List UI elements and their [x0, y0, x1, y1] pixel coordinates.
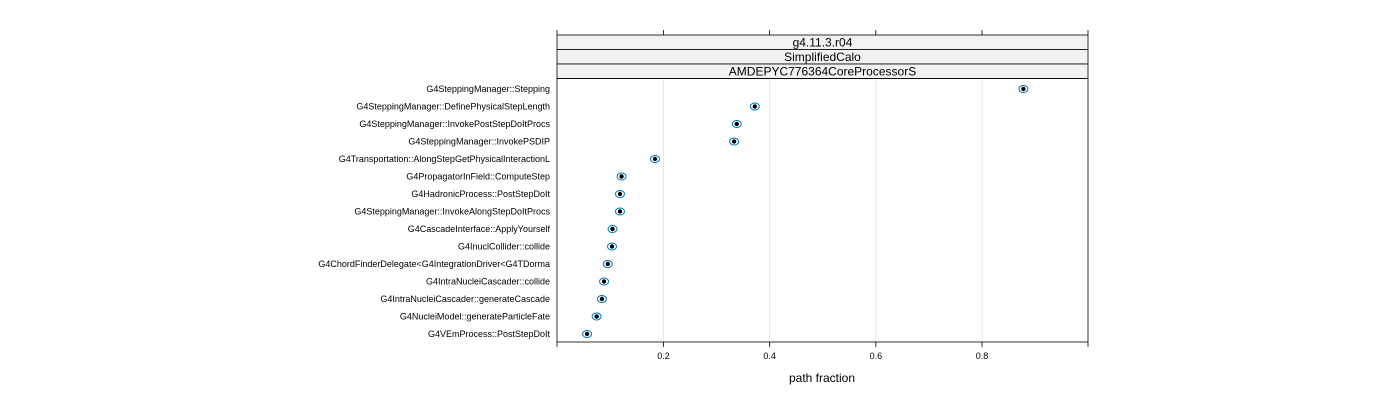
point-6 [617, 191, 623, 197]
x-tick-label-2: 0.6 [870, 351, 883, 361]
category-label-1: G4SteppingManager::DefinePhysicalStepLen… [356, 102, 550, 112]
point-8 [610, 226, 615, 232]
point-ring-10 [602, 260, 613, 268]
point-ring-6 [614, 190, 625, 198]
point-9 [609, 244, 615, 249]
category-label-9: G4InuclCollider::collide [458, 242, 550, 252]
point-ring-1 [749, 102, 760, 111]
category-label-0: G4SteppingManager::Stepping [426, 84, 550, 94]
strip-1-label: SimplifiedCalo [784, 50, 861, 64]
category-label-13: G4NucleiModel::generateParticleFate [400, 312, 550, 322]
point-ring-0 [1018, 85, 1029, 93]
x-axis-ticks: 0.2 0.4 0.6 0.8 [556, 30, 1089, 361]
point-14 [584, 331, 590, 337]
grid-lines [663, 78, 983, 342]
point-7 [617, 209, 623, 214]
point-1 [752, 104, 758, 109]
category-label-2: G4SteppingManager::InvokePostStepDoItPro… [359, 119, 550, 129]
x-tick-label-1: 0.4 [763, 351, 776, 361]
point-ring-11 [599, 277, 610, 286]
point-2 [734, 121, 739, 127]
point-ring-7 [614, 207, 625, 216]
point-ring-9 [607, 242, 618, 251]
category-label-6: G4HadronicProcess::PostStepDoIt [411, 189, 550, 199]
category-label-7: G4SteppingManager::InvokeAlongStepDoItPr… [354, 207, 550, 217]
point-10 [605, 261, 610, 267]
point-ring-8 [607, 225, 618, 233]
point-ring-12 [596, 295, 607, 303]
point-ring-3 [729, 137, 740, 146]
strip-2-label: AMDEPYC776364CoreProcessorS [729, 65, 916, 79]
point-0 [1021, 86, 1026, 92]
point-3 [731, 139, 737, 144]
panel [556, 78, 1089, 343]
point-ring-5 [616, 172, 627, 181]
data-points [582, 85, 1029, 338]
point-ring-2 [731, 120, 742, 128]
point-ring-14 [582, 330, 593, 338]
category-label-11: G4IntraNucleiCascader::collide [426, 277, 550, 287]
category-label-12: G4IntraNucleiCascader::generateCascade [380, 294, 550, 304]
category-label-14: G4VEmProcess::PostStepDoIt [428, 329, 551, 339]
category-labels: G4SteppingManager::SteppingG4SteppingMan… [318, 84, 550, 339]
strip-headers: g4.11.3.r04SimplifiedCaloAMDEPYC776364Co… [556, 34, 1089, 79]
point-ring-13 [591, 312, 602, 321]
point-5 [619, 174, 624, 179]
category-label-5: G4PropagatorInField::ComputeStep [406, 172, 550, 182]
x-axis-title: path fraction [789, 371, 855, 385]
panel-border [556, 78, 1089, 343]
category-label-10: G4ChordFinderDelegate<G4IntegrationDrive… [318, 259, 550, 269]
point-13 [594, 314, 599, 319]
point-12 [599, 296, 605, 302]
point-11 [601, 279, 607, 284]
category-label-3: G4SteppingManager::InvokePSDIP [408, 137, 550, 147]
x-tick-label-3: 0.8 [976, 351, 989, 361]
point-ring-4 [650, 155, 661, 163]
x-tick-label-0: 0.2 [657, 351, 670, 361]
category-label-8: G4CascadeInterface::ApplyYourself [408, 224, 551, 234]
category-label-4: G4Transportation::AlongStepGetPhysicalIn… [339, 154, 550, 164]
point-4 [652, 156, 658, 162]
strip-0-label: g4.11.3.r04 [793, 36, 853, 50]
